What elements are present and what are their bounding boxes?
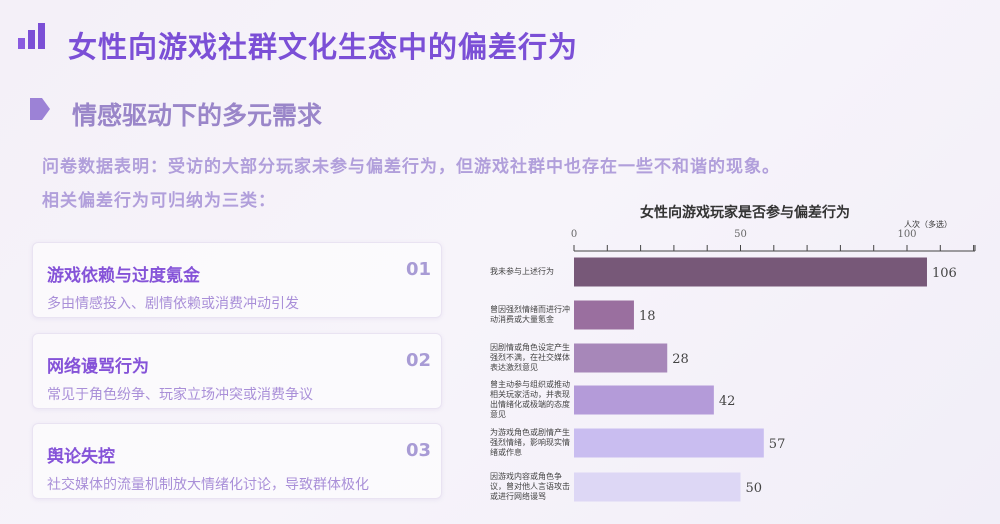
card-public-opinion: 舆论失控 社交媒体的流量机制放大情绪化讨论，导致群体极化 03: [32, 423, 442, 499]
category-intro-text: 相关偏差行为可归纳为三类：: [42, 191, 276, 211]
category-label: 我未参与上述行为: [490, 267, 554, 276]
chart-title: 女性向游戏玩家是否参与偏差行为: [640, 205, 850, 221]
card-number: 01: [405, 259, 431, 280]
data-label: 50: [746, 481, 763, 496]
summary-text: 问卷数据表明：受访的大部分玩家未参与偏差行为，但游戏社群中也存在一些不和谐的现象…: [42, 157, 780, 177]
data-label: 28: [672, 352, 689, 367]
x-tick-label: 50: [734, 229, 747, 240]
card-gaming-dependency: 游戏依赖与过度氪金 多由情感投入、剧情依赖或消费冲动引发 01: [32, 242, 442, 318]
bar-chart-icon: [18, 23, 45, 49]
data-label: 42: [719, 394, 736, 409]
category-label: 因游戏内容或角色争议，曾对他人言语攻击或进行网络谩骂: [490, 472, 570, 501]
category-label: 为游戏角色或剧情产生强烈情绪，影响现实情绪或作息: [490, 428, 570, 457]
x-tick-label: 0: [571, 229, 577, 240]
card-desc: 常见于角色纷争、玩家立场冲突或消费争议: [47, 387, 313, 403]
card-number: 02: [405, 350, 431, 371]
category-label: 曾主动参与组织或推动相关玩家活动，并表现出情绪化或极端的态度意见: [490, 380, 570, 419]
category-label: 曾因强烈情绪而进行冲动消费或大量氪金: [490, 305, 570, 324]
card-desc: 多由情感投入、剧情依赖或消费冲动引发: [47, 296, 299, 312]
bar: [574, 257, 927, 287]
card-title: 游戏依赖与过度氪金: [47, 266, 200, 286]
card-title: 网络谩骂行为: [47, 357, 149, 377]
data-label: 57: [769, 437, 786, 452]
page-title: 女性向游戏社群文化生态中的偏差行为: [68, 30, 579, 64]
x-tick-label: 100: [897, 229, 916, 240]
bar: [574, 300, 634, 330]
section-subtitle: 情感驱动下的多元需求: [72, 101, 323, 130]
bar: [574, 472, 741, 502]
card-online-abuse: 网络谩骂行为 常见于角色纷争、玩家立场冲突或消费争议 02: [32, 333, 442, 409]
tag-arrow-icon: [30, 98, 50, 120]
x-axis-label: 人次（多选）: [904, 220, 952, 229]
bar: [574, 385, 714, 415]
card-number: 03: [405, 440, 431, 461]
card-desc: 社交媒体的流量机制放大情绪化讨论，导致群体极化: [47, 477, 369, 493]
card-title: 舆论失控: [47, 447, 115, 467]
bar: [574, 343, 668, 373]
category-label: 因剧情或角色设定产生强烈不满，在社交媒体表达激烈意见: [490, 343, 570, 372]
bar: [574, 428, 764, 458]
data-label: 18: [639, 309, 656, 324]
data-label: 106: [932, 266, 957, 281]
